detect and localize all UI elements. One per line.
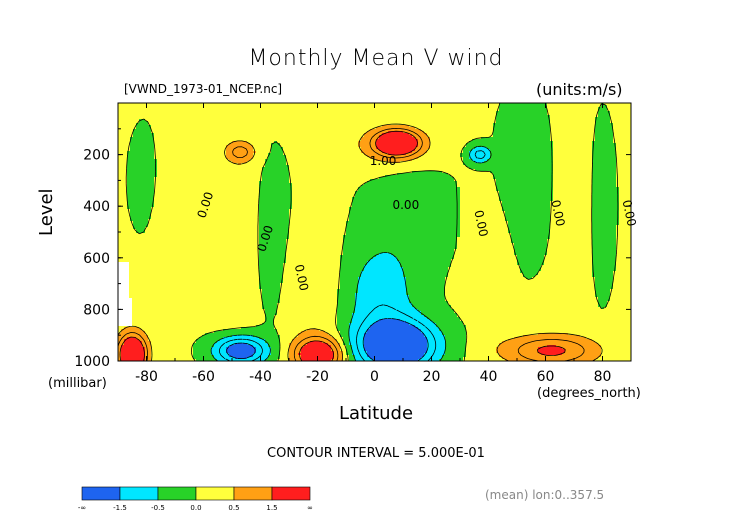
missing-data-region <box>118 262 132 326</box>
x-ticks: -80 -60 -40 -20 0 20 40 60 80 <box>117 103 632 385</box>
y-tick-label: 200 <box>83 148 110 164</box>
colorbar-tick-label: ∞ <box>307 504 313 512</box>
y-tick-label: 600 <box>83 251 110 267</box>
x-tick-label: -20 <box>306 369 329 385</box>
contour-line <box>219 150 486 361</box>
colorbar-tick-label: -0.5 <box>151 504 165 512</box>
x-tick-label: -60 <box>192 369 215 385</box>
y-axis-label: Level <box>36 188 57 236</box>
mean-label: (mean) lon:0..357.5 <box>485 488 604 502</box>
colorbar-swatch <box>271 486 311 501</box>
x-tick-label: 60 <box>537 369 555 385</box>
colorbar-tick-label: 0.0 <box>190 504 201 512</box>
colorbar-swatch <box>195 486 235 501</box>
x-tick-label: 80 <box>594 369 612 385</box>
contour-label: 0.00 <box>548 199 567 228</box>
x-tick-label: -40 <box>249 369 272 385</box>
x-tick-label: 20 <box>423 369 441 385</box>
contour-label: 0.00 <box>620 199 639 228</box>
contour-line <box>119 130 566 361</box>
chart-title: Monthly Mean V wind <box>0 46 752 71</box>
colorbar: -∞ -1.5 -0.5 0.0 0.5 1.5 ∞ <box>78 486 313 512</box>
y-tick-label: 1000 <box>74 354 110 370</box>
colorbar-swatch <box>81 486 121 501</box>
colorbar-tick-label: 1.5 <box>266 504 277 512</box>
x-axis-label: Latitude <box>0 403 752 424</box>
x-tick-label: 0 <box>370 369 379 385</box>
x-tick-label: 40 <box>480 369 498 385</box>
contour-label: 1.00 <box>370 154 397 168</box>
contour-interval-label: CONTOUR INTERVAL = 5.000E-01 <box>0 446 752 461</box>
y-unit-label: (millibar) <box>48 376 107 391</box>
colorbar-tick-label: -1.5 <box>113 504 127 512</box>
contour-line <box>118 128 585 361</box>
source-file-label: [VWND_1973-01_NCEP.nc] <box>124 82 282 96</box>
colorbar-swatch <box>233 486 273 501</box>
y-tick-label: 800 <box>83 302 110 318</box>
colorbar-tick-label: -∞ <box>78 504 86 512</box>
x-tick-label: -80 <box>135 369 158 385</box>
colorbar-tick-label: 0.5 <box>228 504 239 512</box>
contour-label: 0.00 <box>471 209 490 238</box>
y-tick-label: 400 <box>83 199 110 215</box>
y-ticks: 200 400 600 800 1000 <box>74 128 631 370</box>
contour-line <box>226 318 429 361</box>
units-label: (units:m/s) <box>536 80 623 99</box>
x-unit-label: (degrees_north) <box>537 386 641 401</box>
contour-line <box>125 103 619 361</box>
heatmap-field <box>118 103 631 361</box>
contour-label: 0.00 <box>292 263 311 292</box>
contour-labels: 1.000.000.000.000.000.00 0.00 0.00 <box>195 154 639 292</box>
colorbar-swatch <box>119 486 159 501</box>
contour-line <box>118 123 603 361</box>
contour-label: 0.00 <box>392 198 419 212</box>
colorbar-swatch <box>157 486 197 501</box>
contour-line <box>210 145 492 361</box>
